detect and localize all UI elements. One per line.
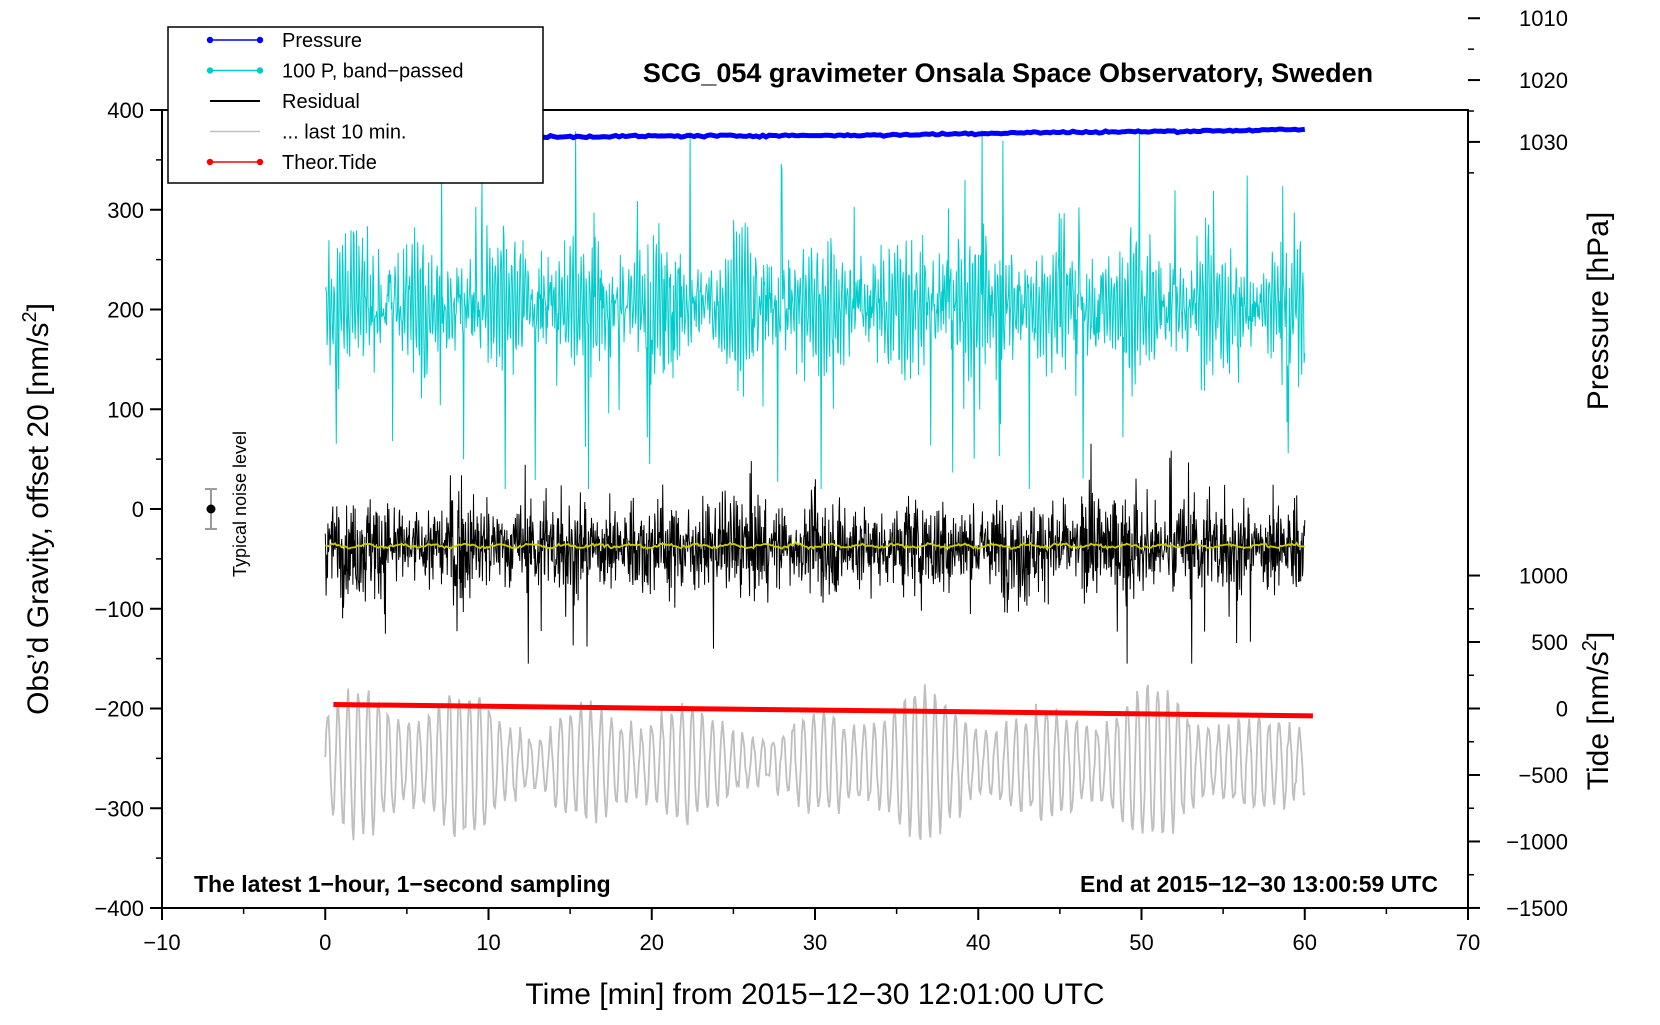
legend-marker [256, 67, 264, 74]
y-tick-label: 100 [107, 397, 144, 422]
x-tick-label: 50 [1129, 930, 1153, 955]
legend-marker [206, 36, 214, 44]
series-layer [324, 126, 1313, 841]
x-tick-label: −10 [143, 930, 180, 955]
y-axis-title-tide-close: ] [1582, 632, 1615, 640]
legend-marker [256, 36, 264, 44]
legend-label: ... last 10 min. [282, 122, 407, 144]
noise-label: Typical noise level [230, 431, 250, 577]
pressure-tick-label: 1030 [1519, 130, 1568, 155]
noise-dot [206, 504, 216, 514]
y-tick-label: −100 [94, 597, 144, 622]
x-tick-label: 40 [966, 930, 990, 955]
legend-marker [206, 158, 214, 166]
x-tick-label: 30 [803, 930, 827, 955]
y-axis-title-pressure: Pressure [hPa] [1582, 212, 1615, 410]
legend-entries: Pressure 100 P, band−passed Residual ... la… [206, 30, 463, 174]
tide-tick-label: −1500 [1506, 896, 1568, 921]
tide-tick-label: −1000 [1506, 829, 1568, 854]
y-axis-title-left: Obs’d Gravity, offset 20 [nm/s2] [19, 303, 55, 715]
chart-title: SCG_054 gravimeter Onsala Space Observat… [643, 58, 1373, 88]
noise-indicator: Typical noise level [204, 431, 250, 577]
x-tick-label: 70 [1456, 930, 1480, 955]
series-theor-tide-line [333, 702, 1313, 719]
legend-box [167, 26, 544, 184]
y-tick-label: 0 [132, 497, 144, 522]
legend-label: Pressure [282, 30, 362, 52]
y-tick-label: −400 [94, 896, 144, 921]
legend-label: Residual [282, 91, 360, 113]
y-axis-title-left-text: Obs’d Gravity, offset 20 [nm/s [22, 323, 55, 715]
y-tick-label: 300 [107, 198, 144, 223]
legend-label: 100 P, band−passed [282, 61, 463, 83]
y-axis-title-tide: Tide [nm/s2] [1579, 632, 1615, 790]
x-axis-title: Time [min] from 2015−12−30 12:01:00 UTC [525, 978, 1104, 1011]
annotation-end-time: End at 2015−12−30 13:00:59 UTC [1080, 871, 1438, 897]
legend: Pressure 100 P, band−passed Residual ... la… [167, 26, 544, 184]
legend-marker [206, 67, 214, 74]
series-residual-mean-line [325, 540, 1306, 551]
tide-tick-label: 500 [1531, 630, 1568, 655]
x-tick-label: 20 [640, 930, 664, 955]
series-band-passed-pressure-line [324, 129, 1306, 490]
y-axis-title-left-close: ] [22, 303, 55, 311]
y-tick-label: −200 [94, 697, 144, 722]
legend-marker [256, 158, 264, 166]
x-tick-label: 10 [476, 930, 500, 955]
series-last-10-min-line [324, 684, 1306, 841]
y-axis-title-left-sup: 2 [19, 311, 41, 322]
series-residual-line [324, 443, 1306, 664]
x-tick-label: 60 [1293, 930, 1317, 955]
tide-tick-label: 0 [1556, 697, 1568, 722]
annotation-sampling: The latest 1−hour, 1−second sampling [194, 871, 611, 897]
y-tick-label: −300 [94, 796, 144, 821]
x-tick-label: 0 [319, 930, 331, 955]
pressure-tick-label: 1020 [1519, 68, 1568, 93]
tide-tick-label: −500 [1518, 763, 1568, 788]
y-axis-title-tide-text: Tide [nm/s [1582, 651, 1615, 790]
tide-tick-label: 1000 [1519, 564, 1568, 589]
y-axis-title-tide-sup: 2 [1579, 640, 1601, 651]
legend-label: Theor.Tide [282, 152, 377, 174]
ticks-layer: −10 0 10 20 30 40 50 60 70−400−300−200−100010020… [94, 6, 1568, 955]
y-tick-label: 200 [107, 298, 144, 323]
y-tick-label: 400 [107, 98, 144, 123]
pressure-tick-label: 1010 [1519, 6, 1568, 31]
